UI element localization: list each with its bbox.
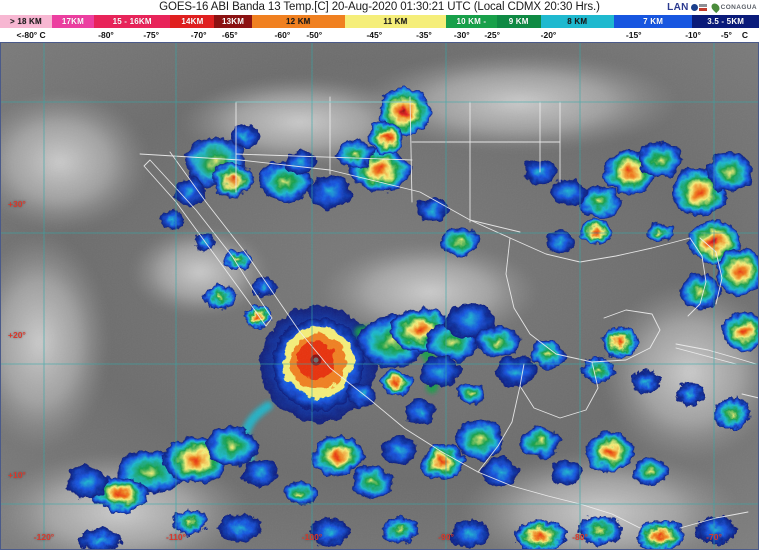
temperature-tick-11: -20° [540, 30, 557, 40]
temperature-tick-14: -5° [720, 30, 732, 40]
longitude-label-4: -80° [572, 532, 588, 542]
scale-segment-2: 15 - 16KM [93, 15, 171, 28]
latitude-label-0: +30° [8, 199, 26, 209]
temperature-tick-10: -25° [484, 30, 500, 40]
conagua-logo-text: CONAGUA [720, 4, 757, 11]
temperature-tick-4: -65° [221, 30, 238, 40]
scale-segment-label: > 18 KM [10, 17, 42, 26]
scale-segment-label: 10 KM - [456, 17, 487, 26]
color-scale-bar: > 18 KM 17KM 15 - 16KM 14KM 13KM 12 KM 11 KM 10… [0, 15, 759, 28]
scale-segment-3: 14KM [170, 15, 215, 28]
temperature-tick-6: -50° [306, 30, 323, 40]
conagua-logo: CONAGUA [709, 1, 757, 14]
scale-segment-0: > 18 KM [0, 15, 52, 28]
temperature-tick-0: <-80° C [16, 30, 46, 40]
scale-segment-label: 12 KM [285, 17, 311, 26]
scale-segment-label: 7 KM [643, 17, 664, 26]
water-drop-icon [709, 1, 721, 14]
longitude-label-3: -90° [438, 532, 454, 542]
temperature-tick-row: <-80° C -80° -75° -70° -65° -60° -50° -45° -35° -… [0, 28, 759, 42]
header-bar: GOES-16 ABI Banda 13 Temp.[C] 20-Aug-202… [0, 0, 759, 15]
latitude-label-2: +10° [8, 470, 26, 480]
temperature-tick-1: -80° [98, 30, 114, 40]
lan-logo: LAN [667, 1, 707, 13]
temperature-tick-13: -10° [685, 30, 701, 40]
longitude-label-0: -120° [33, 532, 55, 542]
temperature-tick-12: -15° [625, 30, 642, 40]
page-title: GOES-16 ABI Banda 13 Temp.[C] 20-Aug-202… [159, 1, 600, 13]
scale-segment-label: 9 KM [508, 17, 529, 26]
satellite-imagery [0, 42, 759, 550]
scale-segment-7: 10 KM - [446, 15, 497, 28]
temperature-tick-3: -70° [190, 30, 207, 40]
longitude-label-5: -70° [706, 532, 722, 542]
temperature-tick-8: -35° [416, 30, 432, 40]
temperature-tick-15: C [741, 30, 748, 40]
temperature-tick-5: -60° [274, 30, 291, 40]
scale-segment-9: 8 KM [540, 15, 614, 28]
scale-segment-label: 11 KM [383, 17, 408, 26]
longitude-label-1: -110° [166, 532, 186, 542]
scale-segment-label: 8 KM [567, 17, 588, 26]
temperature-tick-2: -75° [143, 30, 160, 40]
latitude-label-1: +20° [8, 330, 26, 340]
logo-group: LAN CONAGUA [667, 0, 757, 15]
lan-logo-mark-icon [690, 3, 707, 12]
scale-segment-8: 9 KM [496, 15, 541, 28]
scale-segment-label: 17KM [61, 17, 84, 26]
lan-logo-text: LAN [667, 1, 689, 13]
scale-segment-4: 13KM [214, 15, 252, 28]
scale-segment-11: 3.5 - 5KM [692, 15, 759, 28]
scale-segment-6: 11 KM [344, 15, 447, 28]
scale-segment-label: 15 - 16KM [112, 17, 152, 26]
temperature-tick-9: -30° [453, 30, 470, 40]
scale-segment-label: 13KM [221, 17, 245, 26]
longitude-label-2: -100° [301, 532, 323, 542]
scale-segment-1: 17KM [51, 15, 94, 28]
scale-segment-5: 12 KM [251, 15, 345, 28]
scale-segment-10: 7 KM [613, 15, 693, 28]
scale-segment-label: 3.5 - 5KM [707, 17, 745, 26]
scale-segment-label: 14KM [181, 17, 204, 26]
temperature-tick-7: -45° [366, 30, 383, 40]
satellite-map[interactable]: +30° +20° +10° -120° -110° -100° -90° -80° -70° [0, 42, 759, 550]
